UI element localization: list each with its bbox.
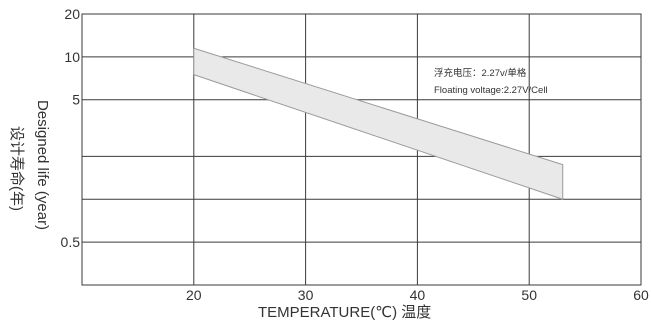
y-axis-title-en: Designed life (year): [34, 100, 51, 230]
y-axis-title-cn: 设计寿命(年): [8, 126, 26, 211]
annotation-cn: 浮充电压：2.27v/单格: [434, 67, 527, 79]
x-tick-label: 40: [410, 287, 426, 303]
x-tick-label: 50: [521, 287, 537, 303]
x-tick-label: 60: [633, 287, 649, 303]
x-tick-label: 20: [186, 287, 202, 303]
y-tick-label: 20: [64, 6, 80, 22]
y-tick-label: 10: [64, 49, 80, 65]
plot-frame: [81, 13, 642, 286]
x-tick-label: 30: [298, 287, 314, 303]
y-tick-label: 0.5: [61, 234, 81, 250]
y-tick-label: 5: [72, 92, 80, 108]
x-axis-title: TEMPERATURE(℃) 温度: [258, 304, 431, 320]
annotation-en: Floating voltage:2.27V/Cell: [434, 85, 548, 96]
life-band: [193, 47, 564, 200]
